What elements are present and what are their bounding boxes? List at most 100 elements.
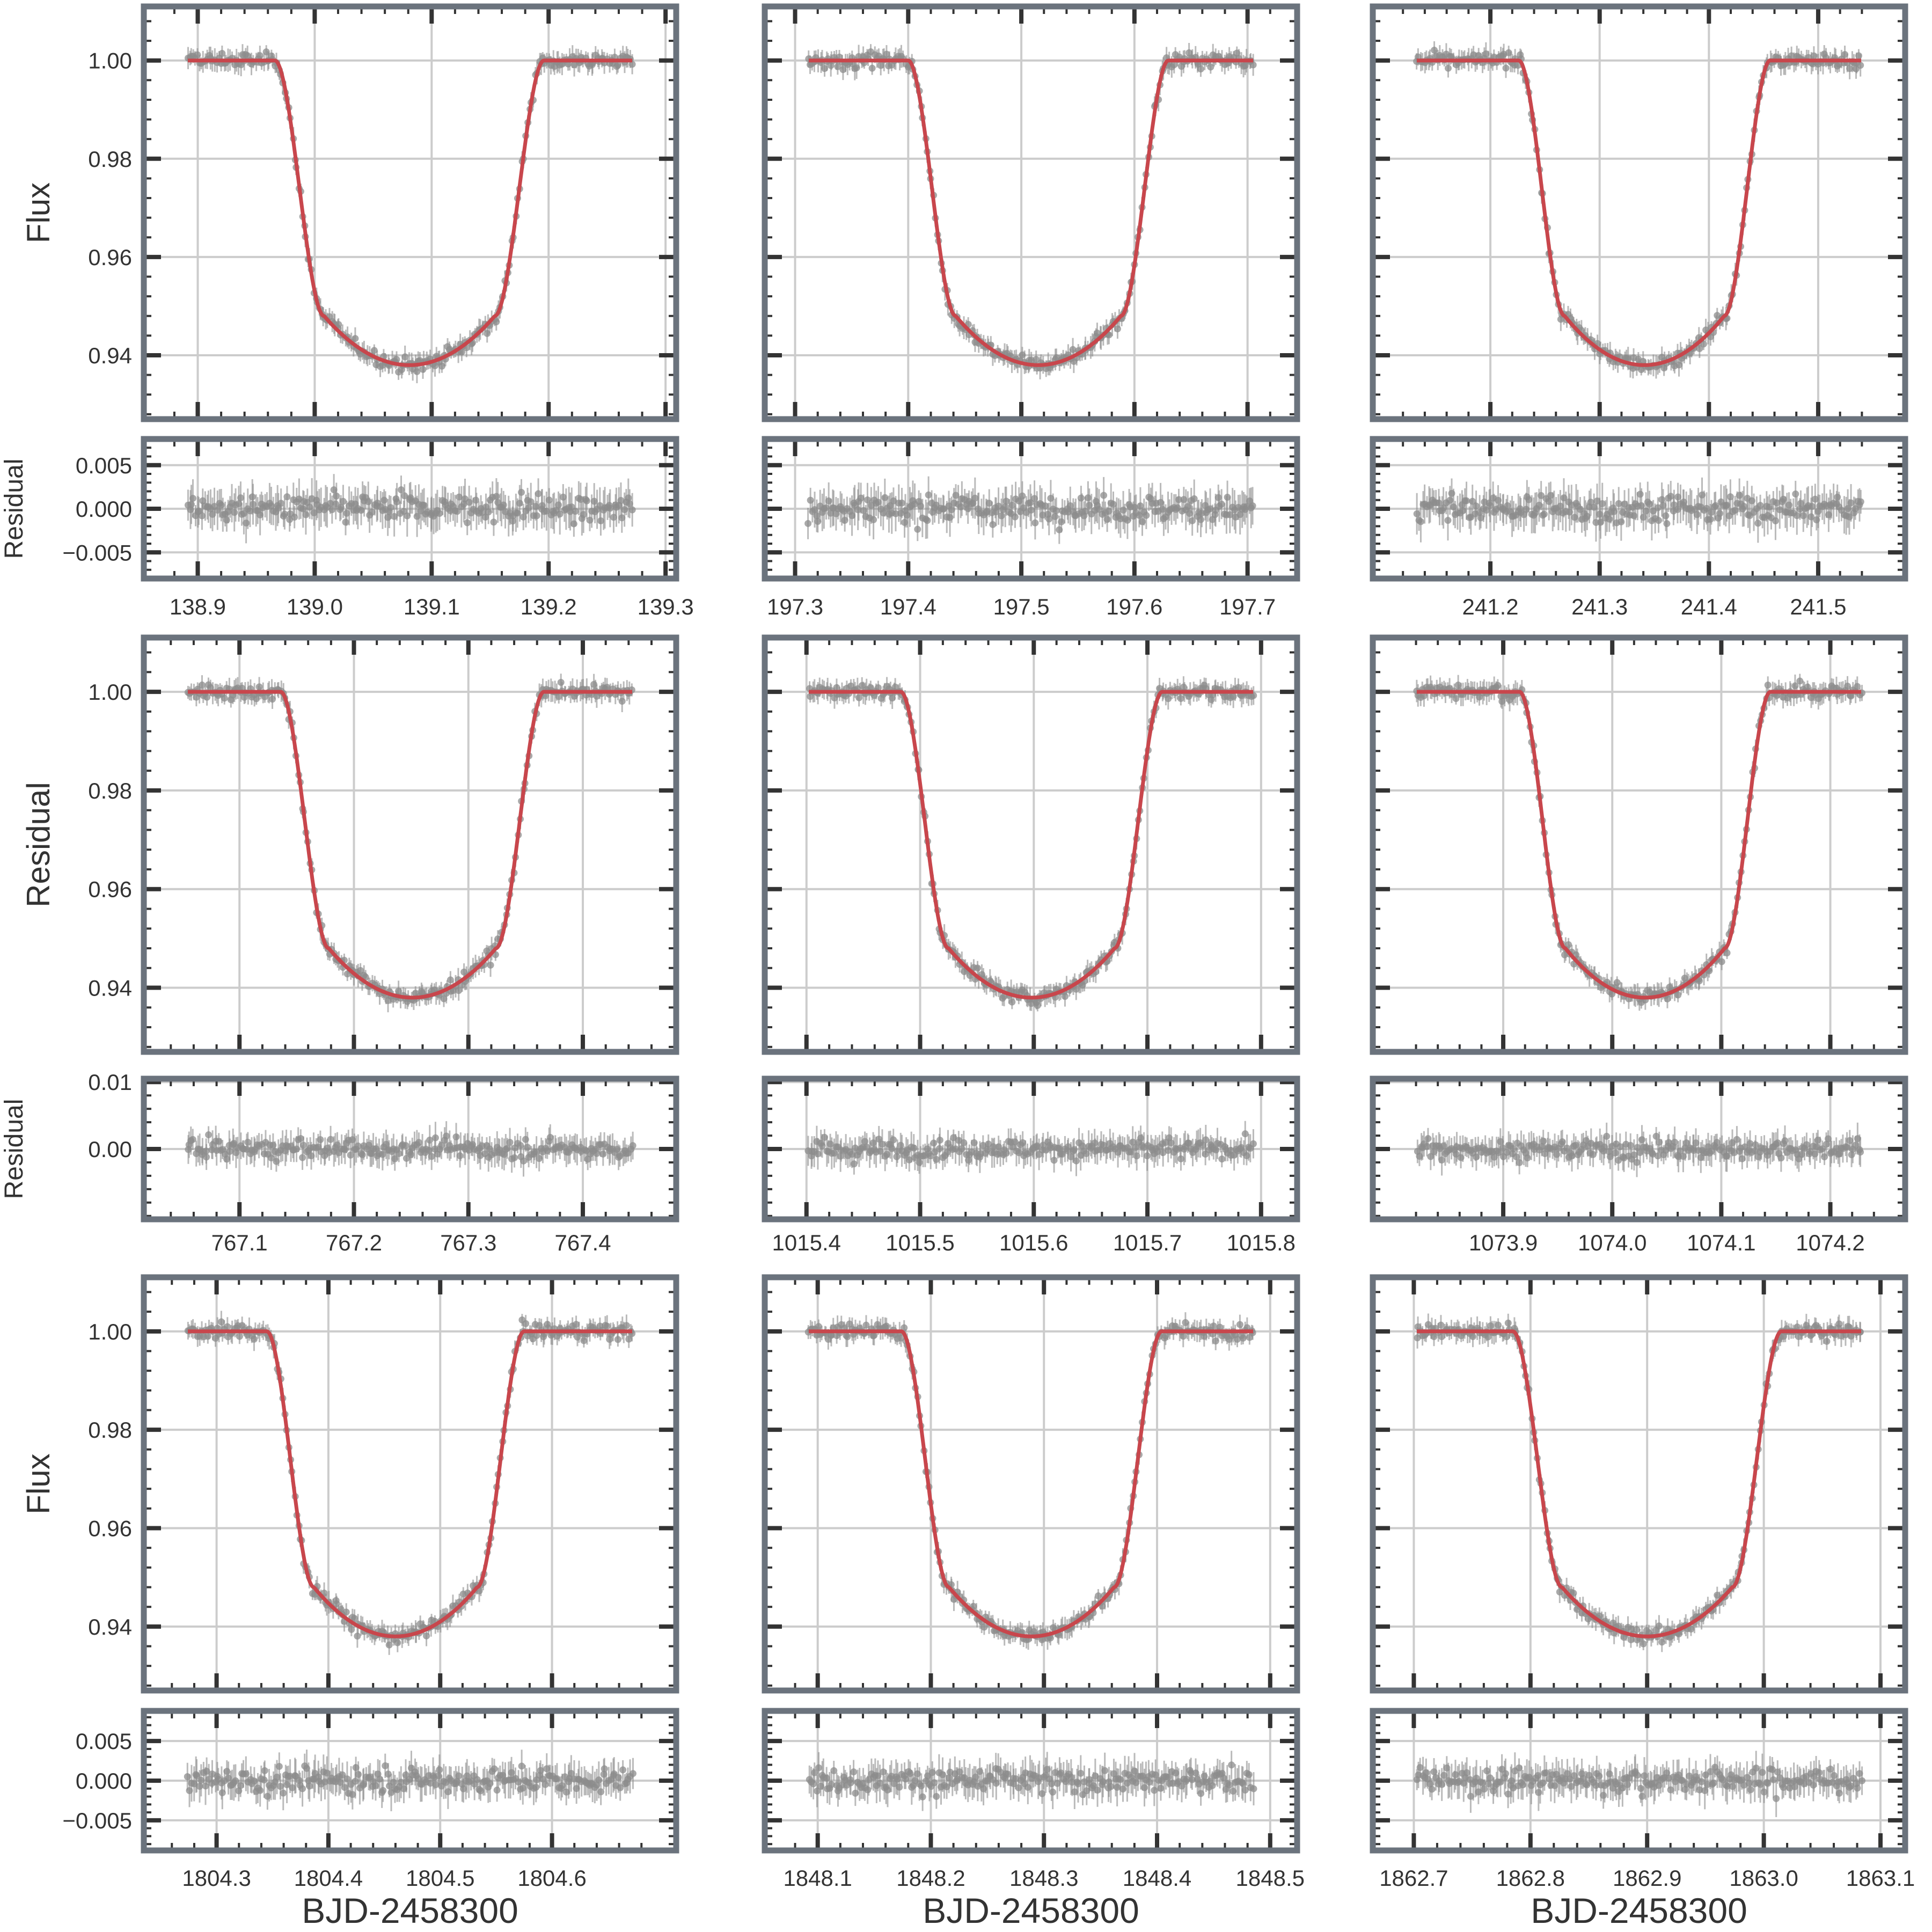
flux-data-point xyxy=(1788,52,1795,60)
resid-data-points xyxy=(804,476,1256,544)
resid-data-point xyxy=(380,496,388,504)
resid-data-point xyxy=(924,517,931,524)
y-tick-label-3: 1.00 xyxy=(88,679,132,705)
flux-data-point xyxy=(628,61,636,68)
y-tick-label-1: 0.000 xyxy=(76,496,132,522)
resid-data-point xyxy=(249,501,257,508)
x-tick-label-3: 197.6 xyxy=(1106,594,1162,619)
resid-data-point xyxy=(1618,518,1625,525)
resid-data-point xyxy=(1809,503,1816,510)
resid-data-point xyxy=(925,491,932,499)
resid-data-point xyxy=(223,516,230,524)
flux-data-point xyxy=(198,681,206,689)
resid-data-point xyxy=(1100,492,1108,499)
resid-data-point xyxy=(518,488,525,496)
resid-data-point xyxy=(1799,512,1807,519)
flux-data-point xyxy=(834,63,841,70)
resid-data-point xyxy=(533,1148,540,1156)
resid-data-point xyxy=(804,519,812,527)
resid-data-point xyxy=(628,506,636,514)
x-tick-label-4: 139.3 xyxy=(638,594,694,619)
resid-data-point xyxy=(1523,506,1530,513)
resid-data-point xyxy=(1019,492,1026,500)
resid-data-point xyxy=(546,1133,554,1141)
resid-data-point xyxy=(1002,497,1010,505)
resid-data-point xyxy=(1693,511,1701,518)
resid-data-point xyxy=(464,519,471,526)
x-tick-label-1: 767.2 xyxy=(326,1230,382,1255)
resid-data-point xyxy=(277,500,285,507)
resid-data-point xyxy=(341,1146,349,1153)
resid-data-point xyxy=(1707,516,1714,523)
resid-data-point xyxy=(971,494,979,502)
x-tick-label-0: 138.9 xyxy=(170,594,226,619)
flux-data-point xyxy=(352,335,359,342)
flux-data-points xyxy=(185,44,636,384)
x-tick-label-4: 197.7 xyxy=(1219,594,1276,619)
resid-data-point xyxy=(940,505,948,513)
resid-data-point xyxy=(555,501,562,509)
resid-data-point xyxy=(407,1151,414,1158)
resid-data-point xyxy=(517,1141,524,1149)
resid-data-point xyxy=(1807,513,1815,521)
flux-data-point xyxy=(614,61,621,69)
flux-panel-frame xyxy=(141,634,679,1055)
x-tick-label-3: 241.5 xyxy=(1790,594,1846,619)
flux-panel-0: 0.94 0.96 0.98 1.00 Flux xyxy=(20,3,679,422)
resid-data-point xyxy=(533,512,540,519)
transit-model-curve xyxy=(188,58,632,367)
flux-panel-frame xyxy=(762,3,1300,422)
flux-data-point xyxy=(1197,65,1204,72)
resid-data-point xyxy=(1197,516,1205,523)
x-tick-label-2: 767.3 xyxy=(440,1230,496,1255)
flux-panel-frame xyxy=(141,3,679,422)
resid-data-point xyxy=(1659,502,1667,509)
resid-data-point xyxy=(387,504,394,511)
flux-panel-1 xyxy=(762,3,1300,422)
resid-data-point xyxy=(1082,507,1089,515)
resid-data-point xyxy=(1189,517,1196,524)
resid-data-point xyxy=(1606,515,1613,523)
resid-data-point xyxy=(1077,494,1085,502)
resid-data-point xyxy=(626,500,633,508)
resid-data-point xyxy=(1716,510,1724,517)
resid-data-point xyxy=(1103,516,1111,523)
resid-data-point xyxy=(606,504,614,512)
y-tick-label-2: 0.005 xyxy=(76,453,132,478)
x-tick-label-0: 767.1 xyxy=(211,1230,268,1255)
resid-data-point xyxy=(1504,502,1511,509)
resid-data-point xyxy=(1726,493,1734,501)
resid-data-point xyxy=(1045,515,1053,523)
resid-data-point xyxy=(1469,497,1476,505)
resid-data-point xyxy=(1857,498,1864,506)
resid-data-point xyxy=(1143,511,1150,519)
resid-data-point xyxy=(1754,519,1762,527)
y-tick-label-2: 0.98 xyxy=(88,778,132,803)
resid-data-point xyxy=(368,508,376,516)
resid-data-point xyxy=(577,496,584,503)
x-tick-label-1: 197.4 xyxy=(880,594,936,619)
resid-data-point xyxy=(1708,509,1715,516)
resid-data-point xyxy=(231,509,238,516)
resid-data-point xyxy=(452,1133,460,1140)
resid-data-point xyxy=(1792,490,1799,497)
flux-data-point xyxy=(1170,61,1178,69)
resid-data-point xyxy=(535,490,542,497)
flux-data-point xyxy=(255,683,263,691)
resid-data-point xyxy=(1031,519,1039,526)
flux-data-point xyxy=(413,368,421,375)
resid-data-point xyxy=(397,486,405,494)
resid-data-point xyxy=(297,1135,304,1142)
resid-data-point xyxy=(1214,494,1222,501)
resid-data-point xyxy=(599,1150,607,1158)
flux-data-points xyxy=(184,674,635,1013)
resid-data-point xyxy=(1736,492,1743,499)
resid-data-point xyxy=(358,1151,366,1159)
flux-data-point xyxy=(1033,356,1040,363)
resid-data-point xyxy=(339,497,347,505)
resid-data-point xyxy=(1796,505,1804,513)
flux-data-point xyxy=(555,693,562,700)
resid-data-point xyxy=(391,513,398,520)
x-tick-label-2: 197.5 xyxy=(993,594,1050,619)
y-tick-label-2: 0.98 xyxy=(88,147,132,172)
